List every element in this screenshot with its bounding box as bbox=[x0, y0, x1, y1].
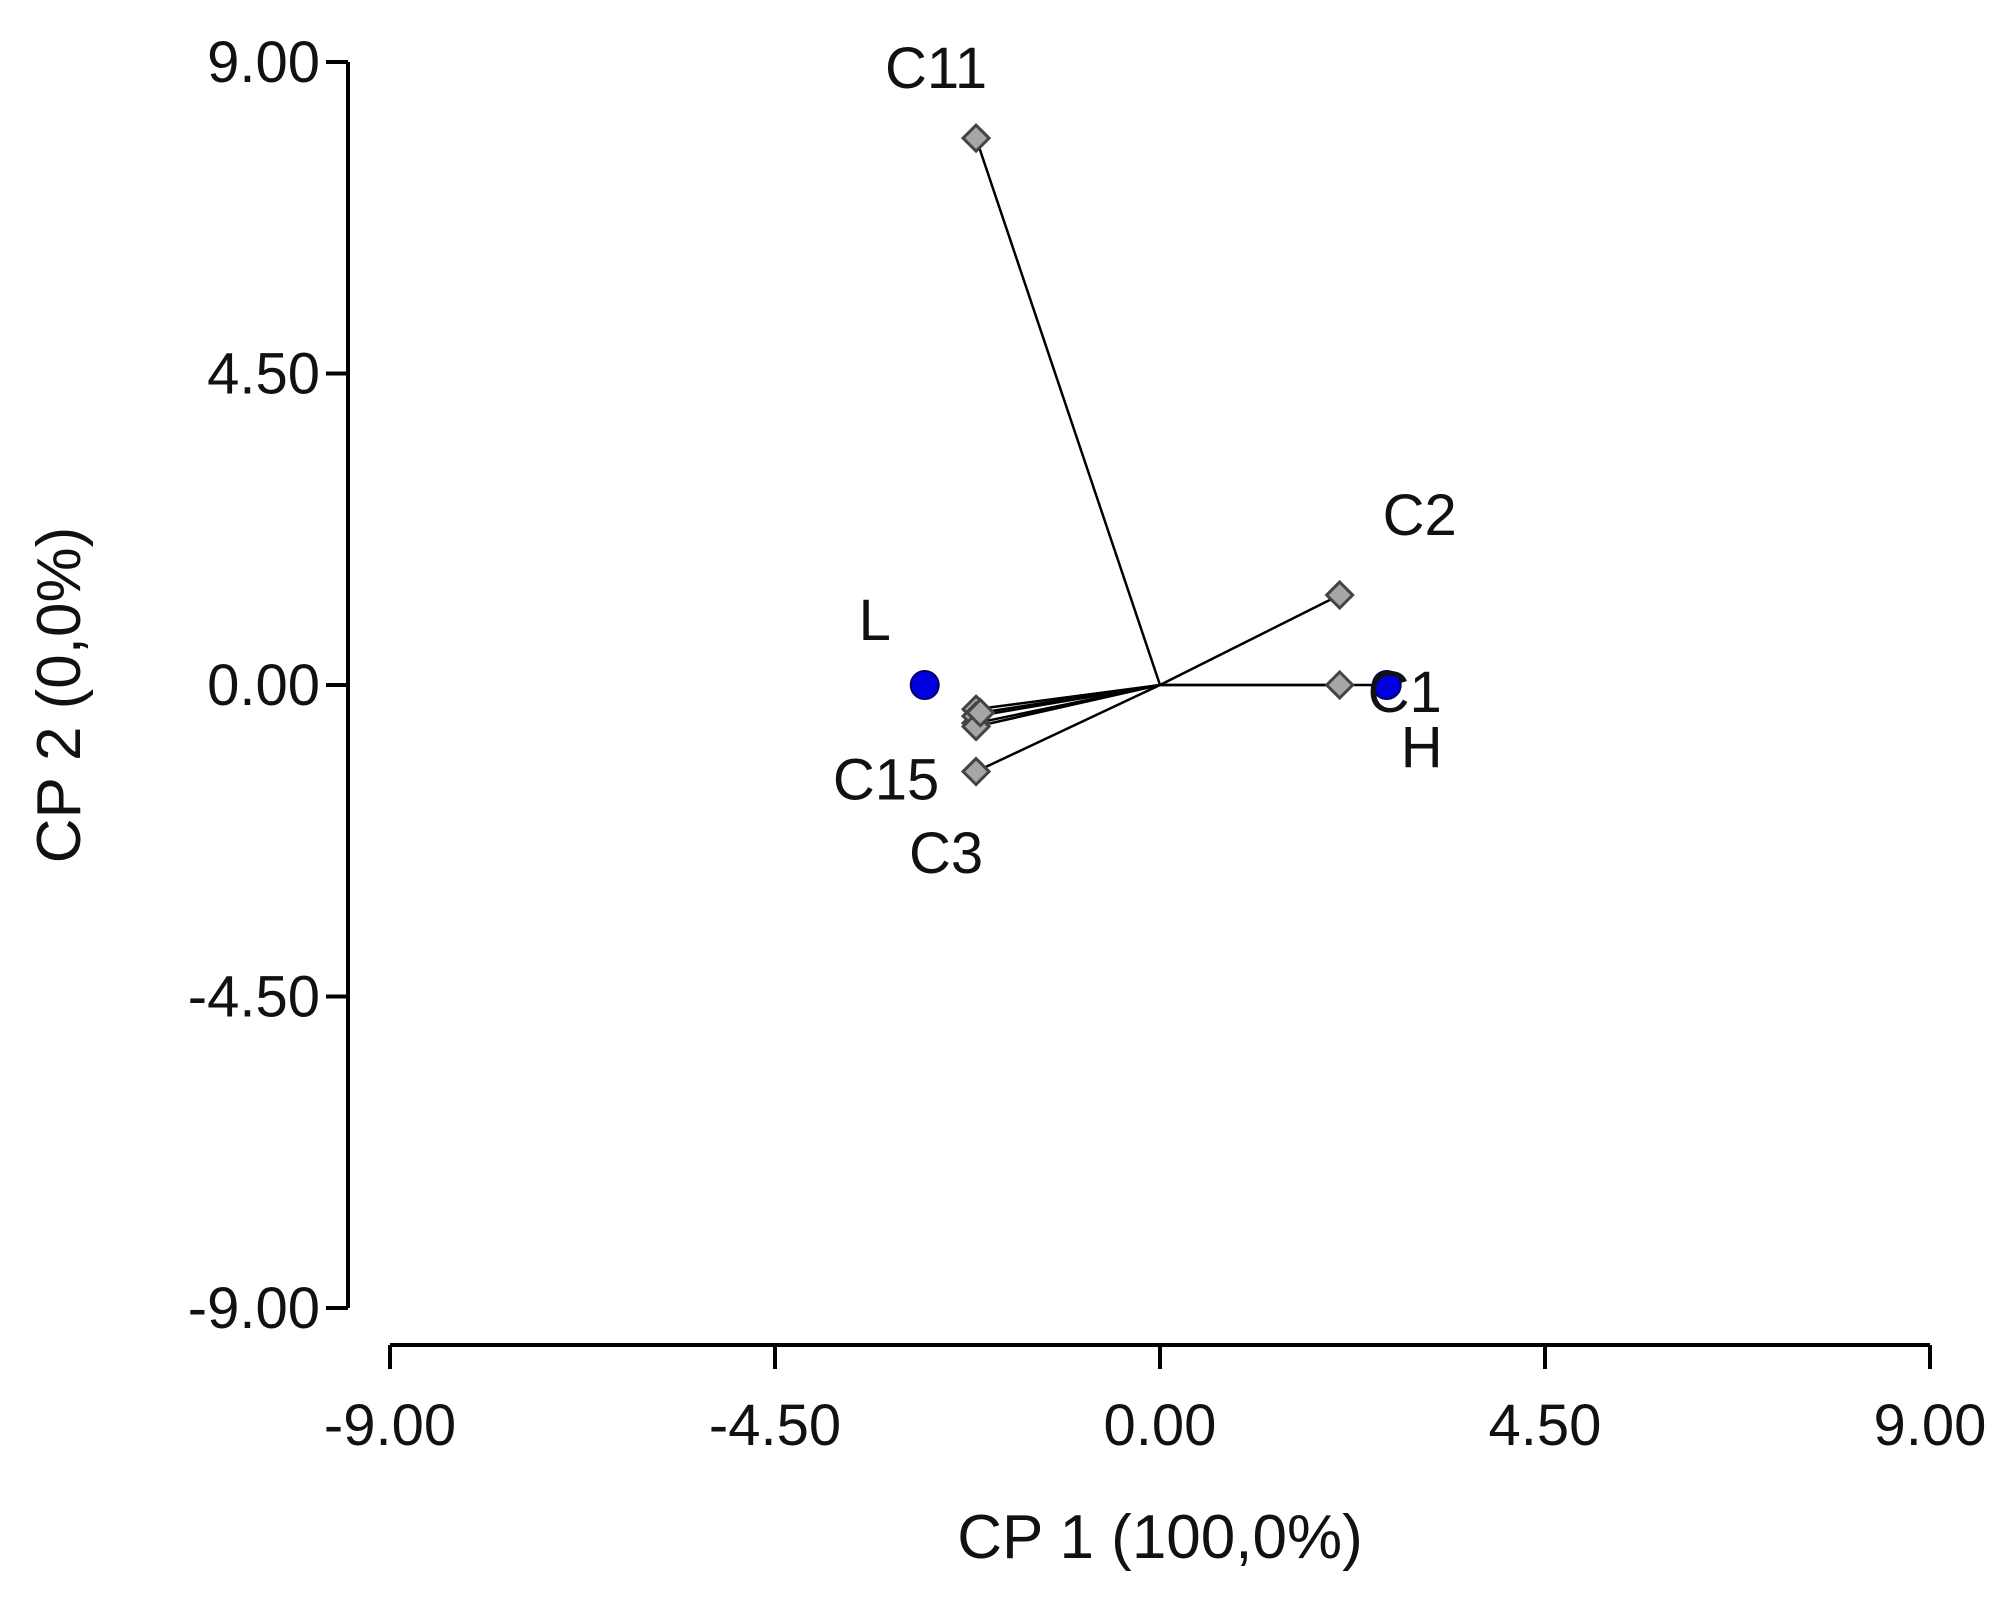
point-label: C11 bbox=[885, 36, 987, 101]
x-axis: -9.00 -4.50 0.00 4.50 9.00 bbox=[324, 1343, 1987, 1458]
environment-point bbox=[1371, 670, 1402, 700]
point-label: C3 bbox=[909, 821, 983, 886]
genotype-vector bbox=[980, 683, 1161, 714]
genotype-point bbox=[960, 123, 992, 154]
x-tick-label: 4.50 bbox=[1489, 1393, 1602, 1458]
genotype-vector bbox=[1159, 593, 1341, 687]
point-label: H bbox=[1401, 715, 1443, 780]
y-tick-label: 4.50 bbox=[207, 342, 320, 407]
genotype-point bbox=[960, 756, 992, 787]
x-axis-title: CP 1 (100,0%) bbox=[957, 1503, 1363, 1572]
genotype-vector bbox=[975, 683, 1161, 773]
x-tick-label: 9.00 bbox=[1874, 1393, 1987, 1458]
genotype-point bbox=[965, 697, 996, 728]
x-tick-label: -9.00 bbox=[324, 1393, 456, 1458]
genotype-point bbox=[1324, 579, 1355, 611]
y-tick-label: 0.00 bbox=[207, 653, 320, 718]
point-label: C1 bbox=[1368, 660, 1442, 725]
environment-point bbox=[909, 670, 940, 700]
x-tick-label: -4.50 bbox=[709, 1393, 841, 1458]
point-label: L bbox=[859, 588, 891, 653]
vectors bbox=[974, 137, 1387, 773]
point-labels: C11 C2 C1 C15 C3 L H bbox=[833, 36, 1457, 886]
points bbox=[909, 123, 1402, 787]
point-label: C15 bbox=[833, 748, 939, 813]
genotype-vector bbox=[975, 683, 1161, 728]
point-label: C2 bbox=[1383, 483, 1457, 548]
genotype-vector bbox=[974, 137, 1162, 686]
y-tick-label: -9.00 bbox=[188, 1276, 320, 1341]
y-axis-title: CP 2 (0,0%) bbox=[25, 527, 94, 864]
y-tick-label: -4.50 bbox=[188, 965, 320, 1030]
x-tick-label: 0.00 bbox=[1104, 1393, 1217, 1458]
y-axis: 9.00 4.50 0.00 -4.50 -9.00 bbox=[188, 30, 350, 1341]
genotype-point bbox=[1324, 669, 1355, 701]
y-tick-label: 9.00 bbox=[207, 30, 320, 95]
